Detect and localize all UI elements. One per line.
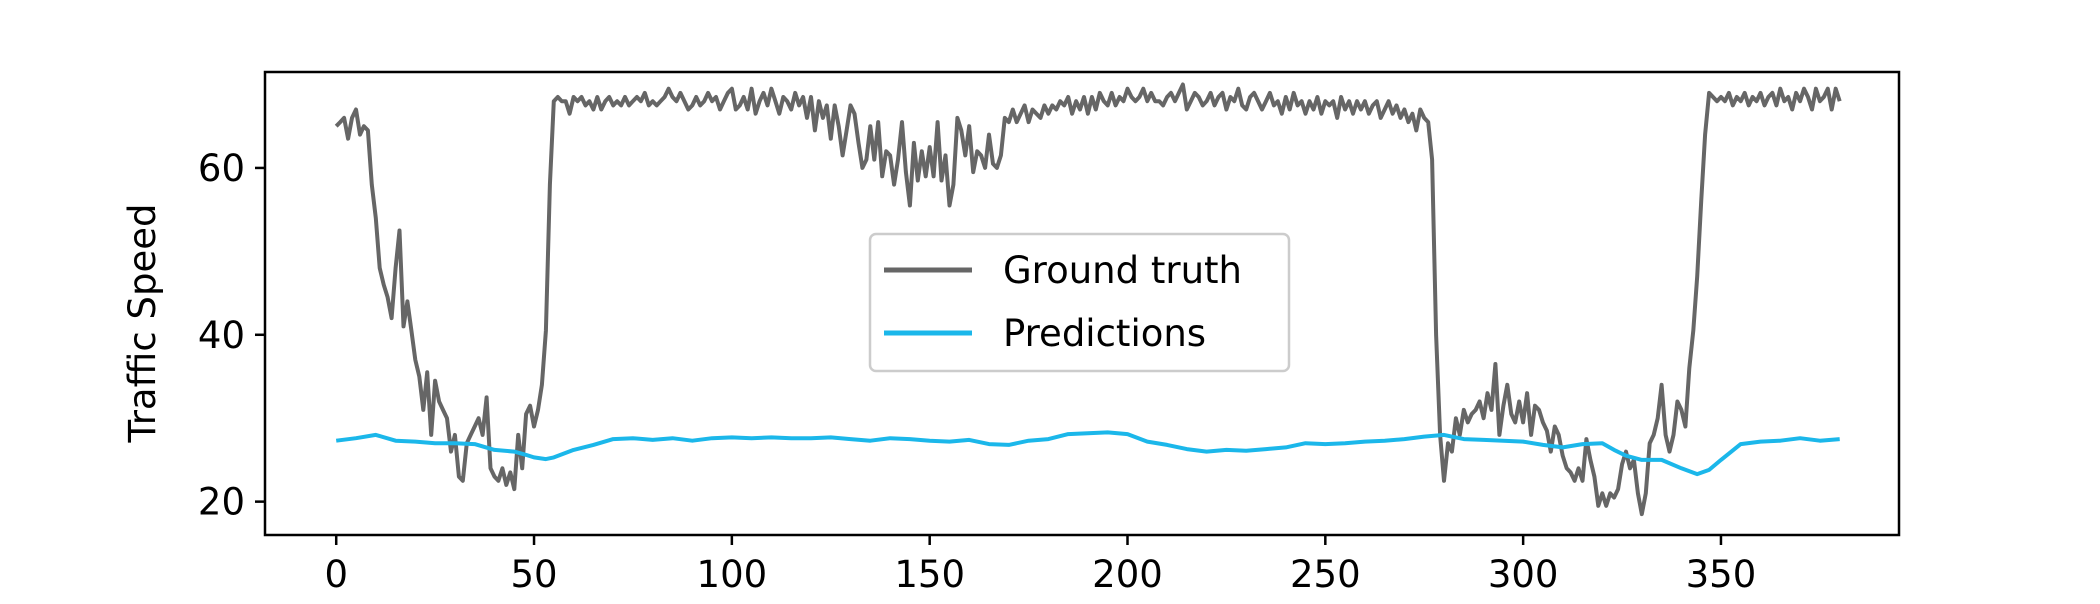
x-tick-label: 300 (1488, 553, 1559, 596)
series-line-ground-truth (334, 82, 1842, 517)
x-tick-label: 50 (510, 553, 557, 596)
axes-frame (263, 70, 1901, 537)
y-tick-label: 60 (198, 147, 245, 190)
x-tick-label: 150 (894, 553, 965, 596)
x-tick-label: 100 (697, 553, 768, 596)
legend: Ground truth Predictions (868, 232, 1291, 373)
y-axis-title: Traffic Speed (121, 204, 164, 444)
x-tick-label: 350 (1686, 553, 1757, 596)
series-layer (334, 82, 1842, 517)
y-tick-label: 20 (198, 481, 245, 524)
x-tick-label: 250 (1290, 553, 1361, 596)
x-tick-label: 0 (324, 553, 348, 596)
x-tick-label: 200 (1092, 553, 1163, 596)
legend-box (868, 232, 1291, 373)
y-axis: 20 40 60 (198, 147, 265, 524)
series-line-predictions (335, 430, 1840, 477)
y-tick-label: 40 (198, 314, 245, 357)
x-axis: 0 50 100 150 200 250 300 350 (324, 535, 1756, 596)
legend-label-predictions: Predictions (1003, 312, 1206, 355)
legend-label-ground-truth: Ground truth (1003, 249, 1242, 292)
